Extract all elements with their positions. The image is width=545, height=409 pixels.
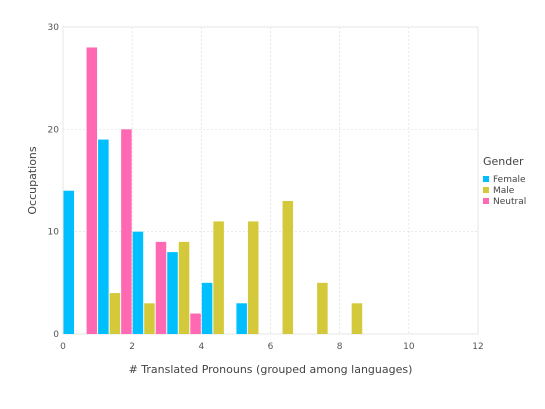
bars	[63, 47, 363, 334]
x-axis-ticks: 0 2 4 6 8 10 12	[60, 342, 484, 352]
bar-female	[98, 139, 109, 334]
bar-female	[132, 231, 144, 334]
x-tick-label: 8	[337, 342, 343, 352]
legend-title: Gender	[483, 155, 524, 168]
legend-swatch-female	[483, 176, 489, 182]
y-tick-label: 30	[48, 23, 60, 33]
y-tick-label: 0	[53, 330, 59, 340]
legend-label-male: Male	[493, 186, 515, 196]
bar-male	[213, 221, 224, 334]
legend-label-neutral: Neutral	[493, 197, 526, 207]
plot-frame	[62, 26, 479, 335]
bar-male	[247, 221, 259, 334]
bar-neutral	[86, 47, 98, 334]
x-tick-label: 0	[60, 342, 66, 352]
y-axis-label: Occupations	[26, 146, 39, 215]
bar-female	[63, 190, 75, 334]
legend-swatch-male	[483, 187, 489, 193]
bar-male	[282, 200, 294, 334]
y-tick-label: 10	[48, 228, 60, 238]
bar-female	[201, 282, 213, 334]
bar-male	[178, 241, 190, 334]
x-tick-label: 2	[129, 342, 135, 352]
bar-male	[351, 303, 363, 334]
x-tick-label: 12	[472, 342, 483, 352]
x-tick-label: 6	[268, 342, 274, 352]
y-tick-label: 20	[48, 125, 60, 135]
bar-female	[167, 252, 178, 334]
legend-label-female: Female	[493, 175, 526, 185]
bar-male	[109, 293, 121, 334]
bar-female	[236, 303, 247, 334]
y-axis-ticks: 0 10 20 30	[48, 23, 60, 340]
bar-male	[317, 282, 328, 334]
bar-male	[144, 303, 155, 334]
legend-swatch-neutral	[483, 198, 489, 204]
x-tick-label: 10	[403, 342, 415, 352]
bar-neutral	[155, 241, 167, 334]
bar-neutral	[121, 129, 132, 334]
x-tick-label: 4	[198, 342, 204, 352]
x-axis-label: # Translated Pronouns (grouped among lan…	[129, 363, 413, 376]
bar-neutral	[190, 313, 201, 334]
